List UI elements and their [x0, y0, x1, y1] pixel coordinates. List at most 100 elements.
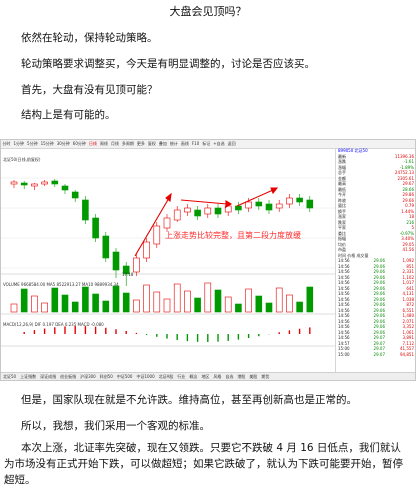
toolbar-item[interactable]: 30分钟 — [56, 141, 70, 146]
toolbar-item[interactable]: 日线 — [88, 141, 97, 146]
toolbar-item[interactable]: 画线 — [180, 141, 189, 146]
trade-cell: 2,331 — [402, 269, 414, 274]
quote-value: 28.66 — [402, 186, 414, 192]
quote-value: 2305.61 — [397, 175, 414, 181]
quote-value: 29.86 — [402, 192, 414, 197]
trade-row: 14:56 29.06 6,551 — [336, 308, 415, 314]
candle-body — [41, 181, 48, 185]
market-tab[interactable]: 深证成指 — [40, 374, 57, 379]
toolbar-item[interactable]: 复权 — [147, 141, 156, 146]
trade-cell: 14:56 — [338, 313, 350, 318]
toolbar-item[interactable]: 周线 — [99, 141, 108, 146]
market-tab[interactable]: 沪深300 — [80, 374, 96, 379]
quote-row: 最高 29.67 — [336, 181, 415, 187]
toolbar-item[interactable]: F10 — [191, 141, 200, 146]
market-tab[interactable]: 科创50 — [99, 374, 113, 379]
market-tab[interactable]: 北证A股 — [158, 374, 174, 379]
market-tab[interactable]: 期货 — [261, 374, 270, 379]
volume-bar — [275, 287, 283, 313]
candle-body — [31, 183, 38, 187]
quote-value: 0.79 — [405, 203, 414, 208]
trade-cell: 1,061 — [402, 329, 414, 335]
quote-row: 最新 11396.36 — [336, 153, 415, 160]
stock-chart-screenshot: 分时 1分钟 5分钟 15分钟 30分钟 60分钟 日线 周线 月线 多周期 更多 复权 叠加 统计 画线 F… — [0, 139, 416, 381]
quote-key: 委比 — [338, 230, 346, 236]
market-tab[interactable]: 上证指数 — [20, 374, 37, 379]
toolbar-item[interactable]: 多周期 — [121, 141, 134, 146]
quote-row: 委比 -0.97% — [336, 230, 415, 237]
paragraph-3: 首先，大盘有没有见顶可能？ — [21, 84, 158, 96]
volume-bar — [265, 302, 273, 313]
trade-cell: 1,102 — [402, 274, 414, 280]
toolbar-item[interactable]: +自选 — [213, 141, 225, 146]
toolbar-item[interactable]: 更多 — [136, 141, 145, 146]
paragraph-2: 轮动策略要求调整买，今天是有明显调整的，讨论是否应该买。 — [21, 58, 315, 70]
paragraph-6: 所以，我想，我们采用一个客观的标准。 — [21, 420, 210, 432]
candle-body — [296, 197, 303, 203]
trade-row: 14:56 29.06 4,131 — [336, 291, 415, 297]
quote-key: 换手 — [338, 208, 346, 214]
candle-body — [163, 217, 171, 229]
trade-cell: 3,891 — [402, 335, 414, 340]
market-tab[interactable]: 港股 — [237, 374, 246, 379]
quote-row: 市盈 41.56 — [336, 247, 415, 253]
trade-cell: 14:56 — [338, 274, 350, 280]
market-tab[interactable]: 中证1000 — [136, 374, 155, 379]
trade-cell: 14:56 — [338, 302, 350, 307]
quote-key: 涨跌 — [338, 159, 346, 164]
trade-cell: 1,017 — [402, 280, 414, 285]
trade-cell: 14:56 — [338, 258, 350, 263]
trade-row: 14:56 29.06 2,071 — [336, 319, 415, 325]
toolbar-item[interactable]: 分时 — [2, 141, 11, 146]
trade-row: 14:56 29.06 1,092 — [336, 258, 415, 264]
trade-cell: 29.07 — [373, 346, 385, 351]
toolbar-item[interactable]: 月线 — [110, 141, 119, 146]
volume-bar — [245, 288, 252, 313]
market-tab[interactable]: 地区 — [201, 374, 210, 379]
toolbar-item[interactable]: 统计 — [169, 141, 178, 146]
trade-cell: 3,352 — [402, 324, 414, 329]
volume-bar — [92, 293, 99, 313]
quote-row: 金额 2305.61 — [336, 175, 415, 182]
volume-bar — [112, 285, 120, 313]
toolbar-item[interactable]: 60分钟 — [72, 141, 86, 146]
candle-body — [92, 217, 99, 239]
quote-key: 均价 — [338, 241, 346, 247]
quote-key: 金额 — [338, 175, 346, 181]
quote-value: 24752.13 — [394, 170, 414, 175]
candle-body — [184, 207, 191, 213]
toolbar-item[interactable]: 5分钟 — [27, 141, 38, 146]
quote-key: 涨家 — [338, 214, 346, 219]
trade-row: 14:56 29.06 872 — [336, 302, 415, 308]
quote-row: 平家 5 — [336, 225, 415, 231]
volume-bar — [235, 303, 242, 313]
trade-cell: 14:56 — [338, 291, 350, 296]
market-tab[interactable]: 美股 — [249, 374, 258, 379]
trade-cell: 15:00 — [338, 346, 350, 351]
candle-body — [112, 251, 120, 271]
market-tab[interactable]: 北证50 — [3, 374, 17, 379]
toolbar-item[interactable]: 标记 — [202, 141, 211, 146]
toolbar-item[interactable]: 叠加 — [158, 141, 167, 146]
quote-value: -1.61 — [403, 159, 414, 164]
quote-key: 最低 — [338, 186, 346, 192]
trade-cell: 29.06 — [373, 269, 385, 274]
market-tab[interactable]: 自选 — [225, 374, 234, 379]
quote-value: 11396.36 — [394, 153, 414, 159]
market-tab[interactable]: 概念 — [189, 374, 198, 379]
candle-body — [61, 185, 69, 191]
market-tab[interactable]: 风格 — [213, 374, 222, 379]
market-tab[interactable]: 创业板指 — [60, 374, 77, 379]
toolbar-item[interactable]: 15分钟 — [40, 141, 54, 146]
candle-body — [51, 180, 59, 185]
toolbar-item[interactable]: 返回 — [227, 141, 236, 146]
market-tab[interactable]: 中证500 — [116, 374, 133, 379]
candle-body — [20, 182, 28, 186]
volume-label: VOLUME 9668584.00 MA5 8522913.27 MA10 98… — [3, 282, 119, 287]
volume-bar — [20, 288, 28, 313]
toolbar-item[interactable]: 1分钟 — [13, 141, 25, 146]
volume-bar — [41, 302, 48, 313]
quote-key: 总手 — [338, 170, 346, 175]
market-tab[interactable]: 行业 — [177, 374, 186, 379]
kline-chart-area: 北证50(日线,前复权) 上涨走势比较完整，且第二段力度放缓 17.18 VOL… — [1, 148, 335, 373]
